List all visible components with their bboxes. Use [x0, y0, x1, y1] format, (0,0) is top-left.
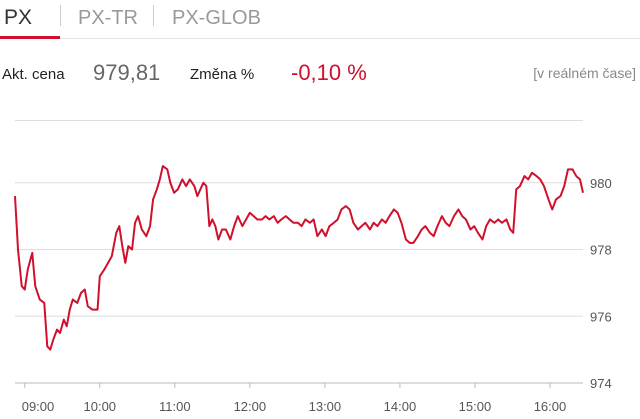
tab[interactable]: PX-TR [78, 7, 138, 29]
x-tick-label: 14:00 [384, 399, 417, 414]
realtime-note: [v reálném čase] [533, 65, 636, 81]
price-line [14, 165, 584, 351]
x-tick-label: 12:00 [234, 399, 267, 414]
price-label: Akt. cena [2, 66, 65, 83]
x-tick-label: 13:00 [309, 399, 342, 414]
change-label: Změna % [190, 66, 254, 83]
y-tick-label: 974 [590, 376, 612, 391]
tab[interactable]: PX-GLOB [172, 7, 261, 29]
x-tick-label: 10:00 [84, 399, 117, 414]
y-tick-label: 978 [590, 243, 612, 258]
change: -0,10 % [291, 60, 367, 85]
y-tick-label: 980 [590, 176, 612, 191]
x-tick-label: 15:00 [459, 399, 492, 414]
price: 979,81 [93, 60, 160, 85]
x-tick-label: 16:00 [534, 399, 567, 414]
y-tick-label: 976 [590, 309, 612, 324]
x-tick-label: 09:00 [22, 399, 55, 414]
x-tick-label: 11:00 [159, 399, 191, 414]
tab[interactable]: PX [4, 6, 32, 29]
active-tab-underline [0, 36, 60, 39]
